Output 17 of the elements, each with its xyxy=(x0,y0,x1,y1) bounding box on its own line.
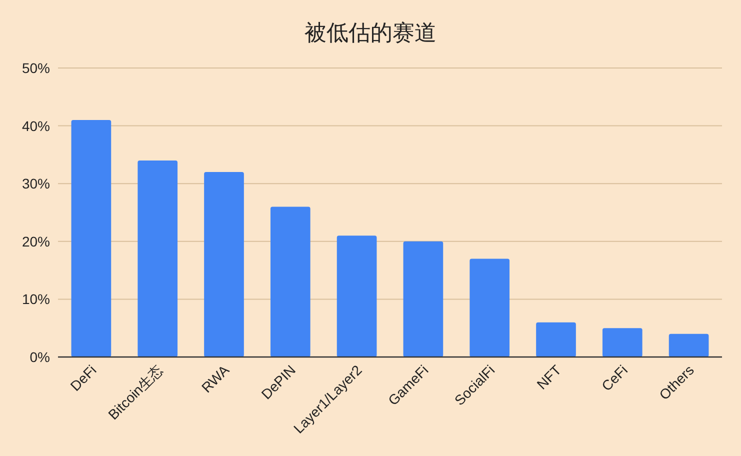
bar xyxy=(602,328,642,357)
bar xyxy=(204,172,244,357)
y-tick-label: 40% xyxy=(22,118,50,134)
bar xyxy=(270,206,310,357)
bar xyxy=(71,120,112,357)
y-tick-label: 0% xyxy=(30,349,50,365)
bar xyxy=(470,258,510,357)
y-tick-label: 30% xyxy=(22,176,50,192)
bar xyxy=(403,241,444,357)
bar xyxy=(536,322,576,357)
bar xyxy=(668,334,709,357)
y-tick-label: 50% xyxy=(22,60,50,76)
y-tick-label: 20% xyxy=(22,233,50,250)
bar xyxy=(336,236,377,357)
bar xyxy=(138,160,178,357)
y-tick-label: 10% xyxy=(22,291,50,308)
chart-title: 被低估的赛道 xyxy=(304,20,436,45)
